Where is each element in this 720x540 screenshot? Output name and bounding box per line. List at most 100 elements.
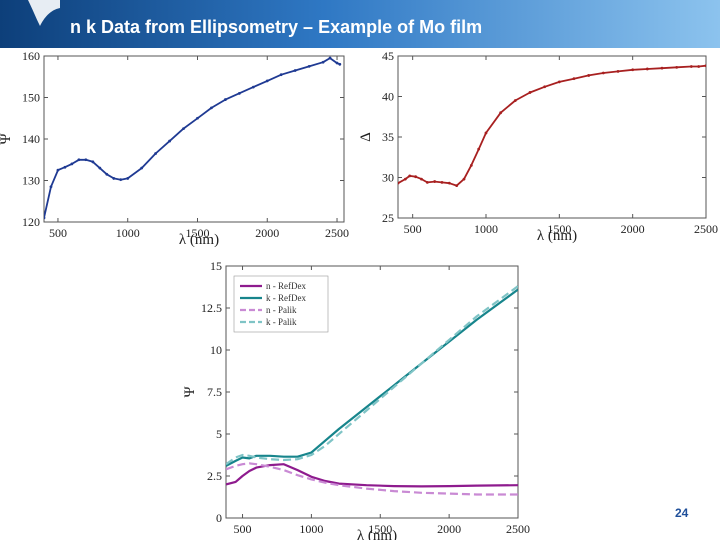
y-tick-label: 15 bbox=[210, 259, 222, 273]
data-point bbox=[293, 69, 297, 72]
data-point bbox=[49, 185, 53, 189]
data-point bbox=[420, 177, 423, 181]
x-tick-label: 1500 bbox=[185, 226, 209, 240]
x-tick-label: 1500 bbox=[368, 522, 392, 536]
y-axis-label: Ψ bbox=[0, 133, 14, 145]
data-point bbox=[182, 127, 185, 131]
data-point bbox=[70, 162, 74, 166]
data-point bbox=[587, 74, 591, 77]
data-point bbox=[338, 62, 342, 66]
chart-1: 500 1000 1500 2000 2500 120 130 140 150 160 λ (nm)… bbox=[0, 49, 349, 248]
chart-2: 500 1000 1500 2000 2500 25 30 35 40 45 λ (nm) Δ bbox=[358, 49, 718, 244]
data-point bbox=[279, 73, 283, 77]
data-point bbox=[91, 160, 95, 164]
data-point bbox=[105, 172, 109, 176]
data-point bbox=[119, 178, 123, 182]
data-point bbox=[616, 69, 620, 73]
series-line-4 bbox=[226, 285, 518, 466]
data-point bbox=[223, 98, 227, 101]
y-axis-label: Δ bbox=[358, 132, 374, 142]
data-point bbox=[477, 147, 481, 151]
data-point bbox=[433, 180, 437, 183]
data-point bbox=[63, 165, 67, 169]
series-line-3 bbox=[226, 462, 518, 496]
y-axis-label: Ψ bbox=[182, 386, 198, 398]
series-line-1 bbox=[226, 463, 518, 488]
page-number: 24 bbox=[675, 506, 689, 520]
data-point bbox=[307, 64, 311, 68]
data-point bbox=[168, 139, 171, 143]
data-point bbox=[140, 166, 144, 170]
legend-label: k - RefDex bbox=[266, 293, 306, 303]
y-tick-label: 140 bbox=[22, 132, 40, 146]
slide-title: n k Data from Ellipsometry – Example of … bbox=[70, 17, 483, 37]
x-tick-label: 1000 bbox=[299, 522, 323, 536]
legend-label: n - RefDex bbox=[266, 281, 306, 291]
data-point bbox=[398, 181, 400, 185]
data-point bbox=[196, 116, 199, 120]
x-tick-label: 2500 bbox=[325, 226, 349, 240]
y-tick-label: 12.5 bbox=[201, 301, 222, 315]
x-axis-label: λ (nm) bbox=[357, 528, 397, 540]
data-point bbox=[499, 111, 503, 115]
y-tick-label: 150 bbox=[22, 91, 40, 105]
y-tick-label: 45 bbox=[382, 49, 394, 63]
y-tick-label: 160 bbox=[22, 49, 40, 63]
x-tick-label: 2500 bbox=[694, 222, 718, 236]
data-point bbox=[44, 216, 46, 220]
data-point bbox=[154, 152, 158, 155]
data-point bbox=[513, 99, 517, 102]
x-tick-label: 1000 bbox=[474, 222, 498, 236]
data-point bbox=[704, 64, 706, 68]
data-point bbox=[455, 184, 459, 188]
data-point bbox=[251, 85, 255, 89]
x-tick-label: 2000 bbox=[255, 226, 279, 240]
data-point bbox=[403, 177, 407, 181]
data-point bbox=[528, 91, 532, 94]
data-point bbox=[645, 67, 649, 71]
data-point bbox=[660, 66, 664, 70]
plot-frame bbox=[43, 55, 345, 223]
y-tick-label: 30 bbox=[382, 171, 394, 185]
chart-3: 500 1000 1500 2000 2500 0 2.5 5 7.5 10 12.5 15 λ (nm… bbox=[182, 259, 530, 540]
data-point bbox=[56, 168, 60, 172]
data-point bbox=[265, 79, 269, 83]
data-point bbox=[440, 180, 444, 184]
y-tick-label: 35 bbox=[382, 130, 394, 144]
y-tick-label: 40 bbox=[382, 90, 394, 104]
data-point bbox=[98, 166, 102, 170]
data-point bbox=[675, 65, 679, 69]
x-axis-label: λ (nm) bbox=[179, 232, 219, 248]
y-tick-label: 0 bbox=[216, 511, 222, 525]
data-point bbox=[328, 56, 332, 60]
y-tick-label: 120 bbox=[22, 215, 40, 229]
data-point bbox=[557, 80, 561, 84]
data-point bbox=[601, 71, 605, 75]
data-point bbox=[697, 65, 701, 68]
data-point bbox=[469, 163, 473, 167]
y-tick-label: 7.5 bbox=[207, 385, 222, 399]
y-tick-label: 5 bbox=[216, 427, 222, 441]
plot-frame bbox=[397, 55, 707, 219]
data-point bbox=[447, 181, 451, 185]
data-point bbox=[237, 91, 241, 95]
header-band: n k Data from Ellipsometry – Example of … bbox=[0, 0, 720, 48]
logo-swoosh-icon bbox=[28, 0, 60, 26]
x-tick-label: 1000 bbox=[116, 226, 140, 240]
y-tick-label: 2.5 bbox=[207, 469, 222, 483]
y-tick-label: 25 bbox=[382, 211, 394, 225]
x-tick-label: 2500 bbox=[506, 522, 530, 536]
x-tick-label: 2000 bbox=[437, 522, 461, 536]
data-point bbox=[572, 77, 576, 81]
data-point bbox=[321, 60, 325, 64]
data-point bbox=[425, 180, 429, 184]
data-point bbox=[126, 177, 130, 180]
x-tick-label: 500 bbox=[49, 226, 67, 240]
x-tick-label: 1500 bbox=[547, 222, 571, 236]
data-point bbox=[484, 131, 488, 135]
y-tick-label: 10 bbox=[210, 343, 222, 357]
data-point bbox=[414, 175, 417, 179]
x-tick-label: 500 bbox=[234, 522, 252, 536]
legend-label: k - Palik bbox=[266, 317, 297, 327]
